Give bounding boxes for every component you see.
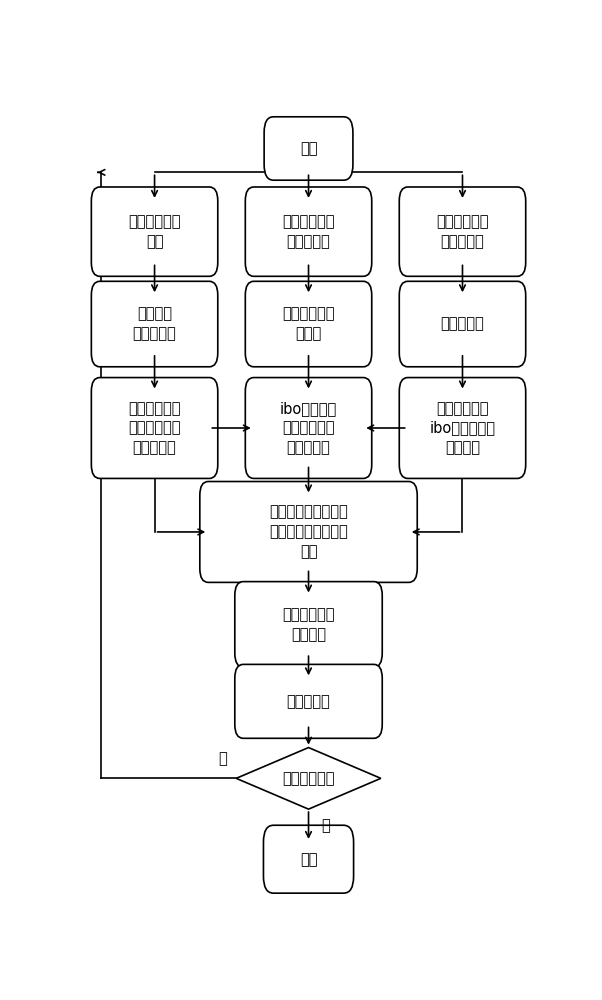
Text: 获取加速度传
感器的数据: 获取加速度传 感器的数据 (282, 214, 335, 249)
FancyBboxPatch shape (245, 281, 372, 367)
Text: 四元数计算: 四元数计算 (441, 317, 485, 332)
FancyBboxPatch shape (235, 582, 382, 667)
FancyBboxPatch shape (92, 187, 218, 276)
Text: 航向角修正: 航向角修正 (287, 694, 330, 709)
Text: 惯性坐标系与
航天坐标系转
换矩阵计算: 惯性坐标系与 航天坐标系转 换矩阵计算 (128, 401, 181, 455)
FancyBboxPatch shape (264, 825, 353, 893)
FancyBboxPatch shape (245, 187, 372, 276)
FancyBboxPatch shape (264, 117, 353, 180)
Text: 获取自身位置
信息: 获取自身位置 信息 (128, 214, 181, 249)
FancyBboxPatch shape (235, 664, 382, 738)
Text: 地球自转
角速度计算: 地球自转 角速度计算 (132, 307, 176, 341)
Text: 结束: 结束 (300, 852, 317, 867)
Text: 对准是否结束: 对准是否结束 (282, 771, 335, 786)
Text: 开始: 开始 (300, 141, 317, 156)
Text: 地球重力加速
度计算: 地球重力加速 度计算 (282, 307, 335, 341)
Polygon shape (236, 748, 381, 809)
Text: 载体坐标系与
ibo坐标系转换
矩阵计算: 载体坐标系与 ibo坐标系转换 矩阵计算 (429, 401, 495, 455)
Text: 精对准航向偏
差角计算: 精对准航向偏 差角计算 (282, 607, 335, 642)
FancyBboxPatch shape (92, 378, 218, 478)
Text: ibo坐标系与
惯性坐标系转
换矩阵计算: ibo坐标系与 惯性坐标系转 换矩阵计算 (280, 401, 337, 455)
Text: 是: 是 (321, 818, 330, 833)
FancyBboxPatch shape (399, 187, 526, 276)
FancyBboxPatch shape (200, 482, 417, 582)
Text: 否: 否 (218, 752, 226, 767)
Text: 获取陀螺仪传
感器的数据: 获取陀螺仪传 感器的数据 (436, 214, 489, 249)
FancyBboxPatch shape (92, 281, 218, 367)
FancyBboxPatch shape (399, 281, 526, 367)
FancyBboxPatch shape (245, 378, 372, 478)
Text: 粗对准载体坐标系与
航天坐标系转换矩阵
计算: 粗对准载体坐标系与 航天坐标系转换矩阵 计算 (269, 505, 348, 559)
FancyBboxPatch shape (399, 378, 526, 478)
